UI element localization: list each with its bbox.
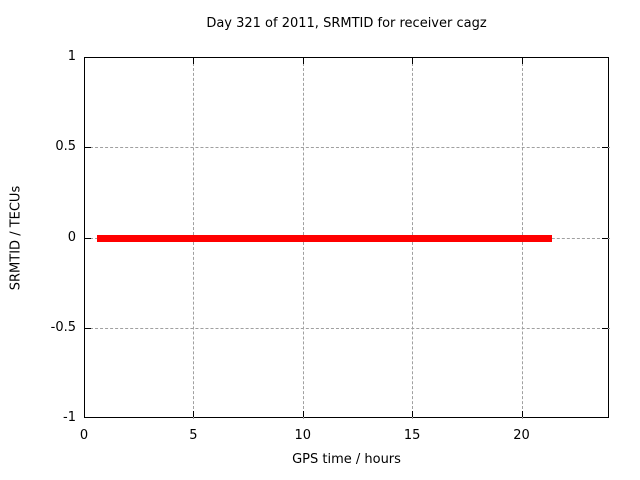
y-tick-label: 1 (67, 49, 76, 64)
y-axis-label: SRMTID / TECUs (8, 185, 24, 291)
x-tick-top (412, 58, 414, 64)
y-tick-left (85, 237, 91, 239)
y-gridline (85, 147, 610, 149)
x-tick-bottom (302, 411, 304, 417)
y-tick-right (602, 147, 608, 149)
series-line-srmtid (97, 235, 553, 242)
y-tick-right (602, 237, 608, 239)
y-tick-label: 0.5 (55, 139, 76, 155)
x-tick-top (302, 58, 304, 64)
x-tick-label: 0 (79, 428, 89, 443)
y-gridline (85, 327, 610, 329)
x-tick-label: 10 (294, 428, 312, 443)
y-tick-label: -0.5 (50, 319, 76, 335)
chart-title: Day 321 of 2011, SRMTID for receiver cag… (206, 16, 487, 31)
x-tick-bottom (412, 411, 414, 417)
x-axis-label: GPS time / hours (292, 452, 401, 467)
x-tick-top (193, 58, 195, 64)
x-tick-top (521, 58, 523, 64)
y-tick-left (85, 327, 91, 329)
x-tick-label: 15 (403, 428, 421, 443)
y-tick-label: -1 (63, 410, 76, 425)
y-tick-label: 0 (67, 229, 76, 245)
x-tick-label: 5 (189, 428, 198, 443)
y-tick-right (602, 327, 608, 329)
y-tick-left (85, 147, 91, 149)
x-tick-bottom (193, 411, 195, 417)
plot-area (84, 57, 610, 419)
x-tick-label: 20 (513, 428, 530, 443)
x-tick-bottom (521, 411, 523, 417)
